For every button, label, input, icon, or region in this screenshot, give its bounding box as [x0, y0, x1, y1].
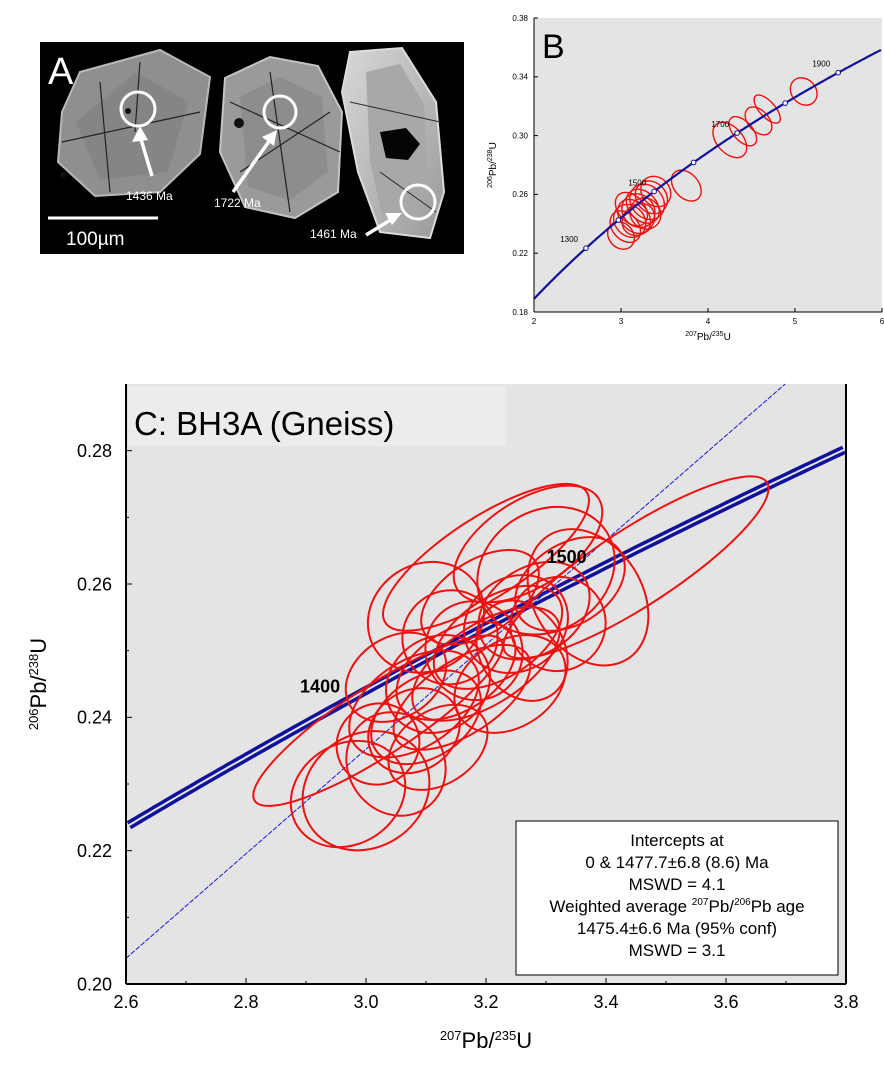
info-line-4: Weighted average 207Pb/206Pb age — [549, 897, 804, 916]
chart-b-svg: 1300 1500 1700 1900 2 3 4 5 6 0.18 0.22 0.26 0.30 0.… — [478, 0, 884, 356]
info-line-6: MSWD = 3.1 — [629, 941, 726, 960]
concordia-age-marker — [691, 160, 696, 165]
x-tick-label: 4 — [706, 317, 711, 326]
y-axis-label-c: 206Pb/238U — [26, 638, 51, 730]
concordia-chart-c: C: BH3A (Gneiss) 1400 1500 2.6 2.8 3.0 3.2 3.… — [0, 356, 884, 1073]
concordia-age-marker — [652, 189, 657, 194]
x-tick-label: 5 — [793, 317, 798, 326]
concordia-age-marker — [783, 101, 788, 106]
y-tick-label: 0.26 — [512, 190, 528, 199]
panel-a-letter: A — [48, 51, 74, 93]
panel-b-letter: B — [542, 28, 565, 66]
concordia-age-label: 1500 — [547, 547, 587, 567]
concordia-age-marker — [836, 70, 841, 75]
chart-c-svg: C: BH3A (Gneiss) 1400 1500 2.6 2.8 3.0 3.2 3.… — [0, 356, 884, 1073]
concordia-chart-b: 1300 1500 1700 1900 2 3 4 5 6 0.18 0.22 0.26 0.30 0.… — [478, 0, 884, 356]
intercept-info-box: Intercepts at 0 & 1477.7±6.8 (8.6) Ma MS… — [516, 821, 838, 975]
info-line-1: Intercepts at — [630, 831, 724, 850]
zircon-images: A 1436 Ma 1722 Ma 1461 Ma 100µm — [40, 42, 464, 254]
x-tick-label: 2 — [532, 317, 537, 326]
chart-title-c: C: BH3A (Gneiss) — [134, 405, 394, 442]
y-tick-label: 0.26 — [77, 574, 112, 594]
y-tick-label: 0.18 — [512, 308, 528, 317]
info-line-5: 1475.4±6.6 Ma (95% conf) — [577, 919, 777, 938]
x-tick-label: 2.8 — [233, 992, 258, 1012]
y-tick-label: 0.22 — [512, 249, 528, 258]
y-tick-label: 0.22 — [77, 841, 112, 861]
cl-image-panel: A 1436 Ma 1722 Ma 1461 Ma 100µm — [40, 42, 464, 254]
concordia-age-label: 1500 — [628, 178, 646, 187]
y-tick-label: 0.38 — [512, 14, 528, 23]
spot-age-2: 1722 Ma — [214, 196, 261, 210]
scale-bar-label: 100µm — [66, 229, 124, 250]
x-tick-label: 3.6 — [713, 992, 738, 1012]
concordia-age-marker — [584, 246, 589, 251]
concordia-age-marker — [735, 131, 740, 136]
x-tick-label: 3.4 — [593, 992, 618, 1012]
y-tick-label: 0.20 — [77, 974, 112, 994]
concordia-age-marker — [616, 218, 621, 223]
spot-age-1: 1436 Ma — [126, 189, 173, 203]
y-tick-label: 0.34 — [512, 73, 528, 82]
x-tick-label: 3.8 — [833, 992, 858, 1012]
concordia-age-label: 1900 — [812, 60, 830, 69]
info-line-2: 0 & 1477.7±6.8 (8.6) Ma — [585, 853, 769, 872]
x-axis-label-b: 207Pb/235U — [685, 331, 731, 343]
info-line-3: MSWD = 4.1 — [629, 875, 726, 894]
y-tick-label: 0.28 — [77, 441, 112, 461]
spot-age-3: 1461 Ma — [310, 227, 357, 241]
concordia-age-label: 1300 — [560, 235, 578, 244]
x-tick-label: 3 — [619, 317, 624, 326]
x-tick-label: 3.0 — [353, 992, 378, 1012]
concordia-age-label: 1700 — [711, 120, 729, 129]
x-tick-label: 6 — [880, 317, 884, 326]
x-tick-label: 3.2 — [473, 992, 498, 1012]
x-tick-label: 2.6 — [113, 992, 138, 1012]
y-tick-label: 0.30 — [512, 131, 528, 140]
y-tick-label: 0.24 — [77, 708, 112, 728]
concordia-age-label: 1400 — [300, 676, 340, 696]
y-axis-label-b: 206Pb/238U — [487, 142, 499, 188]
x-axis-label-c: 207Pb/235U — [440, 1028, 532, 1053]
